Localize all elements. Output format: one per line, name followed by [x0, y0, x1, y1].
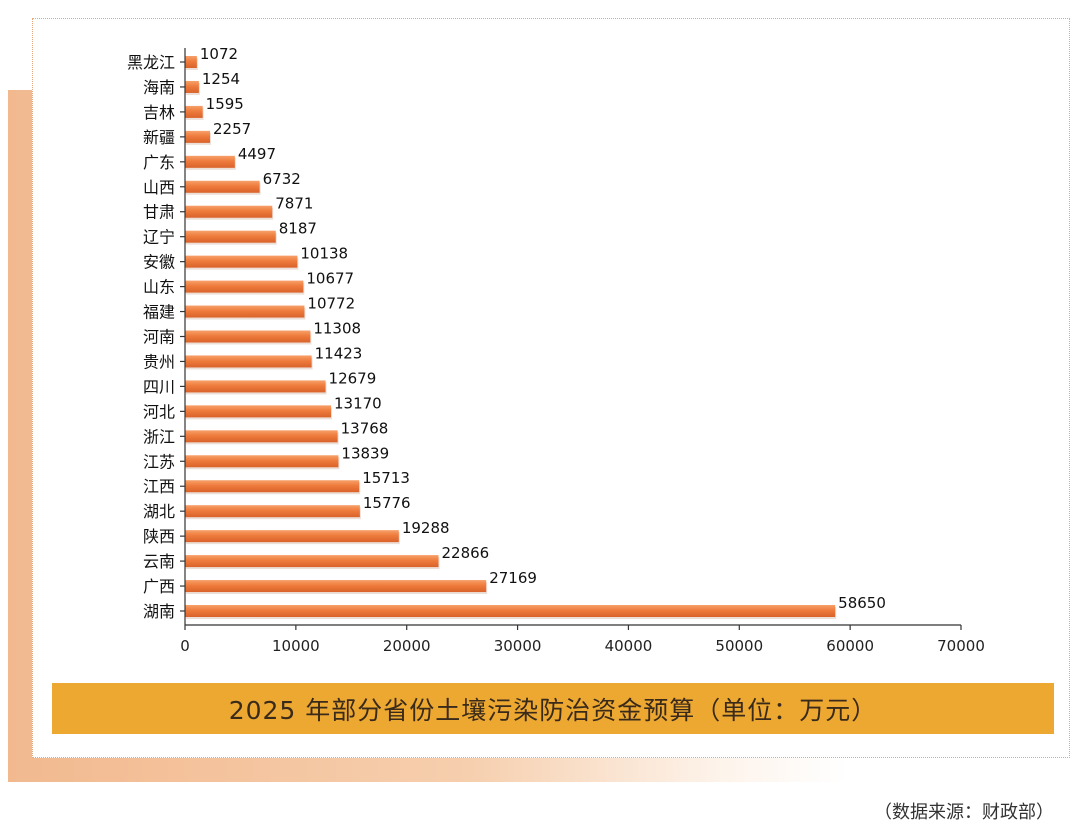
- value-label: 6732: [263, 170, 301, 188]
- category-label: 广东: [143, 153, 175, 172]
- category-label: 湖北: [143, 502, 175, 521]
- value-label: 10772: [307, 295, 355, 313]
- category-label: 湖南: [143, 602, 175, 621]
- category-label: 黑龙江: [127, 53, 175, 72]
- chart-title: 2025 年部分省份土壤污染防治资金预算（单位：万元）: [228, 695, 878, 725]
- x-tick-label: 30000: [494, 637, 542, 655]
- x-tick-label: 0: [180, 637, 190, 655]
- bar: [185, 56, 197, 68]
- bar: [185, 255, 298, 268]
- value-label: 13839: [341, 444, 389, 462]
- value-label: 4497: [238, 145, 276, 163]
- x-tick-label: 50000: [715, 637, 763, 655]
- bar: [185, 155, 235, 168]
- category-label: 吉林: [143, 103, 175, 122]
- value-label: 1072: [200, 45, 238, 63]
- bar: [185, 455, 339, 468]
- value-label: 2257: [213, 120, 251, 138]
- value-label: 1595: [206, 95, 244, 113]
- x-tick-label: 40000: [605, 637, 653, 655]
- bar: [185, 530, 399, 543]
- value-label: 13170: [334, 394, 382, 412]
- category-label: 甘肃: [143, 203, 175, 222]
- bar: [185, 405, 331, 418]
- category-label: 四川: [143, 377, 175, 396]
- chart-title-band: 2025 年部分省份土壤污染防治资金预算（单位：万元）: [52, 683, 1054, 734]
- bar: [185, 605, 836, 617]
- bar: [185, 505, 360, 518]
- value-label: 13768: [341, 419, 389, 437]
- category-label: 广西: [143, 577, 175, 596]
- value-label: 11308: [313, 320, 361, 338]
- bar: [185, 555, 439, 568]
- category-label: 河北: [143, 402, 175, 421]
- value-label: 7871: [275, 195, 313, 213]
- x-tick-label: 70000: [937, 637, 985, 655]
- category-label: 贵州: [143, 352, 175, 371]
- bar: [185, 80, 199, 93]
- bar: [185, 305, 305, 318]
- value-label: 15713: [362, 469, 410, 487]
- category-label: 陕西: [143, 527, 175, 546]
- data-source-note: （数据来源：财政部）: [874, 802, 1054, 823]
- category-label: 山西: [143, 178, 175, 197]
- bar: [185, 130, 211, 143]
- value-label: 58650: [838, 594, 886, 612]
- value-label: 15776: [363, 494, 411, 512]
- bar: [185, 105, 203, 118]
- x-tick-label: 60000: [826, 637, 874, 655]
- category-label: 福建: [143, 303, 175, 322]
- value-label: 1254: [202, 70, 240, 88]
- bar-chart: 0 10000 20000 30000 40000 50000 60000 70000 黑龙江 1…: [127, 45, 985, 655]
- category-label: 海南: [143, 78, 175, 97]
- value-label: 22866: [441, 544, 489, 562]
- category-label: 江苏: [143, 452, 175, 471]
- x-tick-label: 20000: [383, 637, 431, 655]
- category-label: 云南: [143, 552, 175, 571]
- bar: [185, 380, 326, 393]
- bar: [185, 280, 304, 293]
- bar: [185, 480, 360, 493]
- category-label: 新疆: [143, 128, 175, 147]
- bar: [185, 355, 312, 368]
- value-label: 10138: [300, 245, 348, 263]
- bar: [185, 180, 260, 193]
- value-label: 12679: [329, 369, 377, 387]
- value-label: 8187: [279, 220, 317, 238]
- bar: [185, 580, 487, 593]
- bar: [185, 430, 338, 443]
- bar: [185, 330, 311, 343]
- bar: [185, 205, 273, 218]
- category-label: 安徽: [143, 253, 175, 272]
- value-label: 11423: [315, 344, 363, 362]
- category-label: 山东: [143, 278, 175, 297]
- category-label: 浙江: [143, 427, 175, 446]
- category-label: 河南: [143, 328, 175, 347]
- value-label: 19288: [402, 519, 450, 537]
- bar: [185, 230, 276, 243]
- x-tick-label: 10000: [272, 637, 320, 655]
- value-label: 10677: [306, 270, 354, 288]
- value-label: 27169: [489, 569, 537, 587]
- category-label: 辽宁: [143, 228, 175, 247]
- category-label: 江西: [143, 477, 175, 496]
